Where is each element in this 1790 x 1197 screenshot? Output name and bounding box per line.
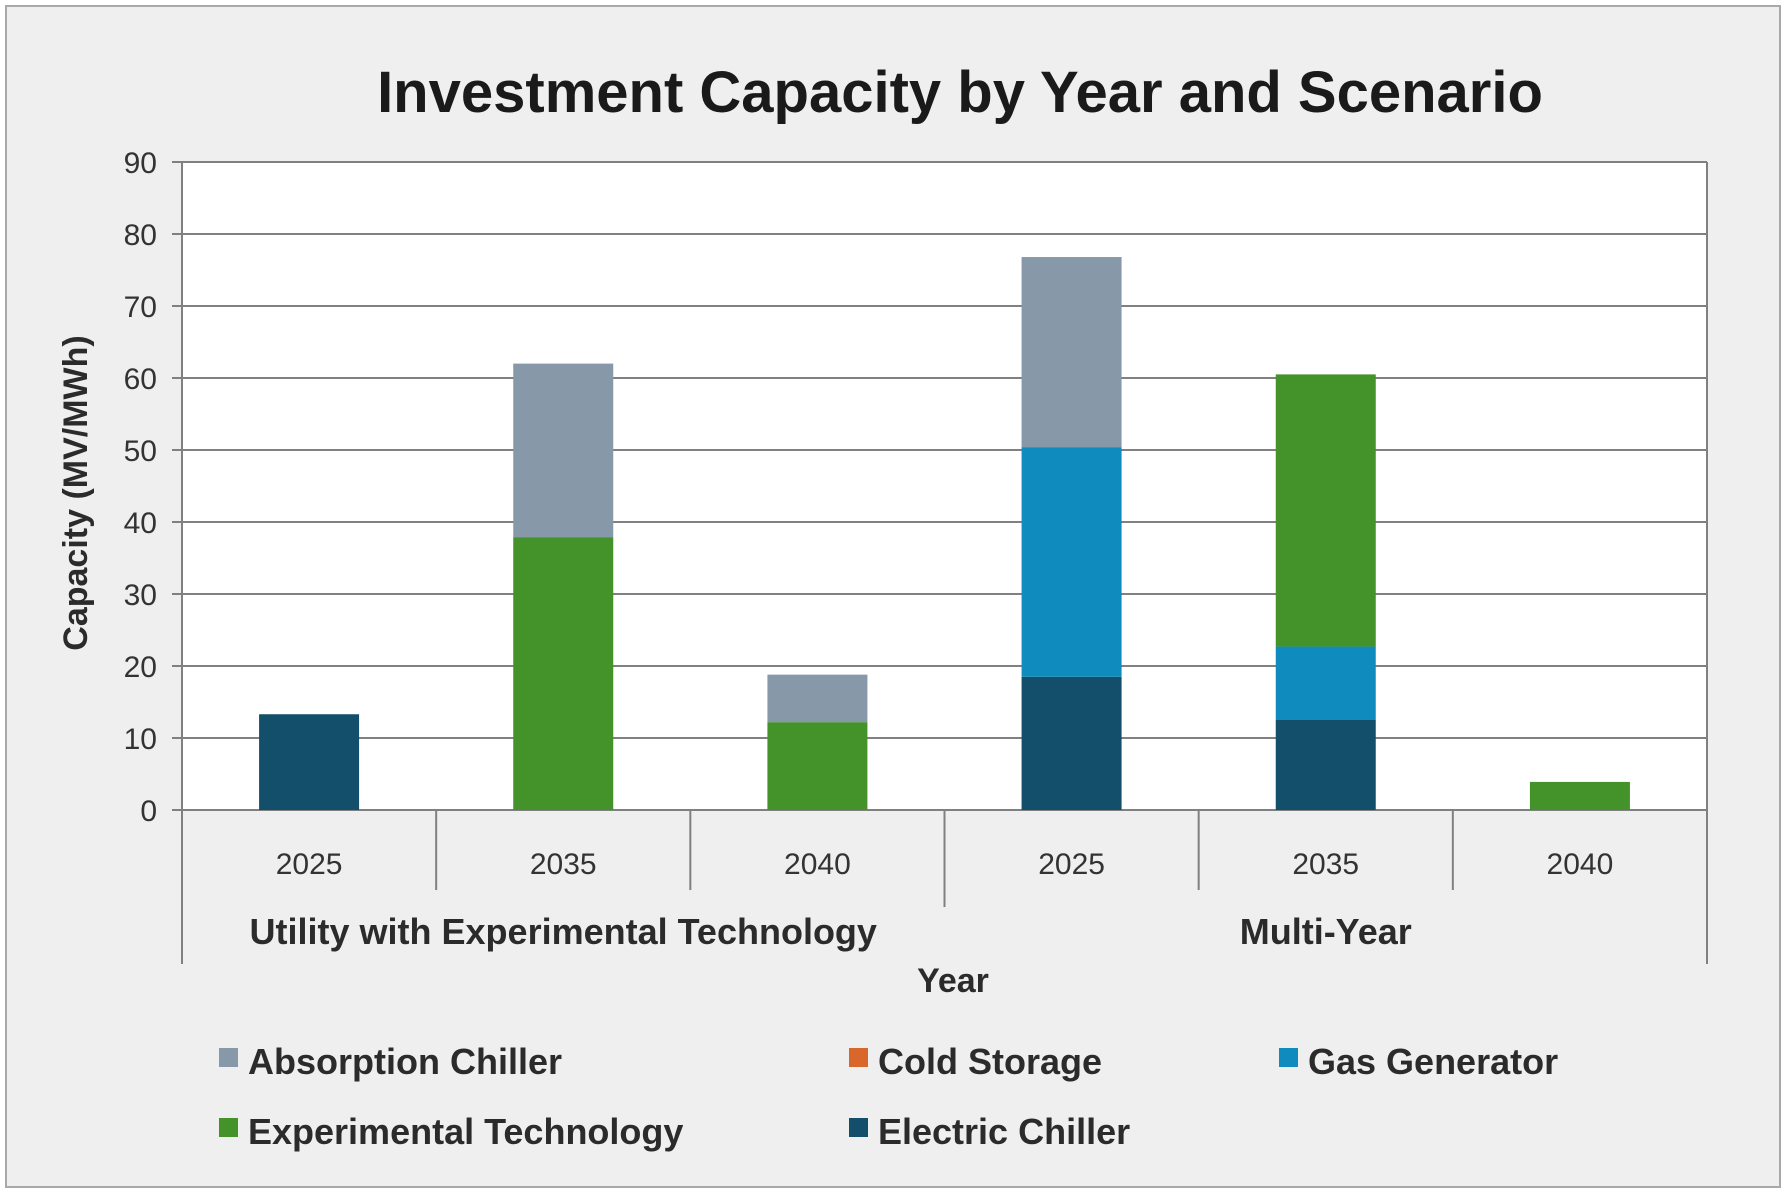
y-tick-label: 60 [124,363,157,396]
bar-experimental-technology [1529,781,1630,810]
y-tick-label: 70 [124,291,157,324]
y-tick-label: 10 [124,723,157,756]
legend-swatch [849,1118,868,1137]
bar-experimental-technology [513,537,614,810]
bar-absorption-chiller [767,674,868,723]
gridlines [172,161,1708,811]
legend-label: Absorption Chiller [248,1041,562,1082]
chart-title: Investment Capacity by Year and Scenario [377,60,1543,125]
x-tick-label: 2035 [1292,848,1359,881]
x-tick-label: 2025 [1038,848,1105,881]
legend-swatch [219,1118,238,1137]
legend-label: Gas Generator [1308,1041,1558,1082]
y-tick-label: 90 [124,147,157,180]
chart-frame: Investment Capacity by Year and Scenario… [5,5,1781,1188]
legend: Absorption Chiller Cold Storage Gas Genera… [219,1041,1558,1152]
x-tick-label: 2040 [784,848,851,881]
legend-swatch [219,1048,238,1067]
y-tick-label: 50 [124,435,157,468]
plot-background [182,162,1707,810]
legend-swatch [849,1048,868,1067]
y-tick-label: 0 [140,795,157,828]
x-axis-title: Year [917,962,989,1000]
x-tick-label: 2025 [276,848,343,881]
y-tick-label: 20 [124,651,157,684]
y-tick-label: 80 [124,219,157,252]
y-axis-title: Capacity (MV/MWh) [57,335,95,650]
bar-gas-generator [1021,447,1122,677]
x-tick-label: 2035 [530,848,597,881]
legend-swatch [1279,1048,1298,1067]
x-axis: 2025 2035 2040 2025 2035 2040 Utility with Exp… [181,810,1708,964]
bar-absorption-chiller [513,363,614,538]
bar-experimental-technology [1275,374,1376,647]
x-tick-label: 2040 [1547,848,1614,881]
bar-absorption-chiller [1021,257,1122,448]
bars [259,257,1630,810]
bar-electric-chiller [1021,676,1122,810]
bar-electric-chiller [259,714,360,810]
y-tick-label: 30 [124,579,157,612]
x-group-label: Utility with Experimental Technology [250,911,877,952]
legend-label: Electric Chiller [878,1111,1130,1152]
bar-electric-chiller [1275,720,1376,810]
bar-gas-generator [1275,646,1376,720]
legend-label: Experimental Technology [248,1111,683,1152]
bar-experimental-technology [767,722,868,810]
y-axis-ticks: 0 10 20 30 40 50 60 70 80 90 [124,147,157,828]
x-group-label: Multi-Year [1240,911,1412,952]
legend-label: Cold Storage [878,1041,1102,1082]
chart: Investment Capacity by Year and Scenario… [57,60,1708,1152]
y-tick-label: 40 [124,507,157,540]
